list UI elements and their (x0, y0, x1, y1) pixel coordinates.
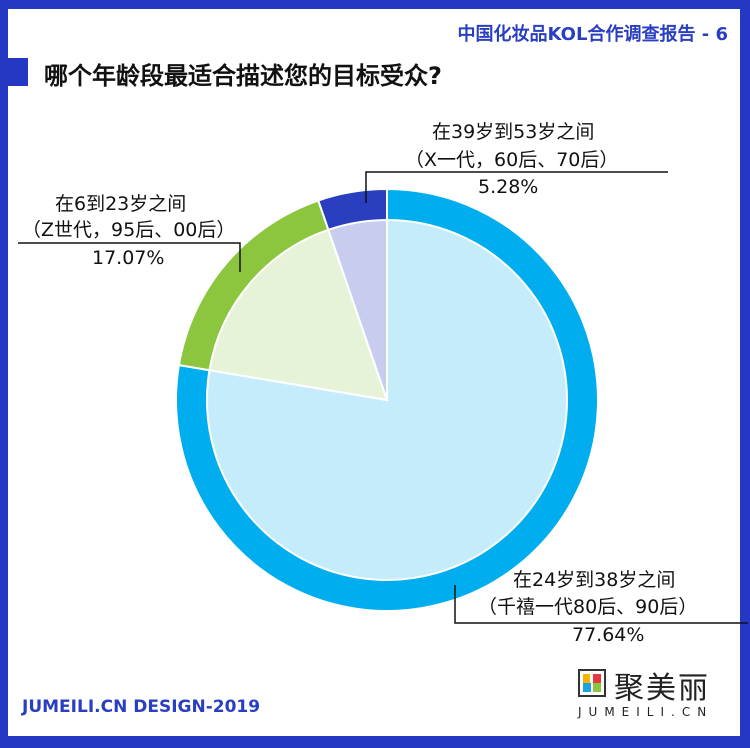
label-line2: （X一代，60后、70后） (405, 149, 618, 171)
label-line1: 在24岁到38岁之间 (513, 569, 675, 591)
leader-line (365, 171, 668, 203)
pie-slice (327, 218, 388, 401)
leader-line (454, 585, 748, 624)
design-credit: JUMEILI.CN DESIGN-2019 (22, 697, 261, 717)
label-line1: 在6到23岁之间 (55, 193, 186, 215)
logo-subtext: JUMEILI.CN (578, 705, 714, 719)
label-line1: 在39岁到53岁之间 (432, 121, 594, 143)
pie-slice (206, 218, 568, 581)
logo-mark-icon (578, 669, 606, 697)
question-title: 哪个年龄段最适合描述您的目标受众? (44, 62, 442, 90)
title-accent-bar (0, 58, 28, 86)
leader-line (18, 242, 241, 272)
logo-text: 聚美丽 (614, 671, 710, 706)
report-title: 中国化妆品KOL合作调查报告 - 6 (457, 24, 728, 45)
label-line2: （千禧一代80后、90后） (478, 596, 697, 618)
value-label: 17.07% (92, 247, 164, 269)
jumeili-logo: 聚美丽 JUMEILI.CN (578, 665, 728, 725)
value-label: 77.64% (572, 624, 644, 646)
label-line2: （Z世代，95后、00后） (22, 219, 235, 241)
value-label: 5.28% (478, 176, 538, 198)
